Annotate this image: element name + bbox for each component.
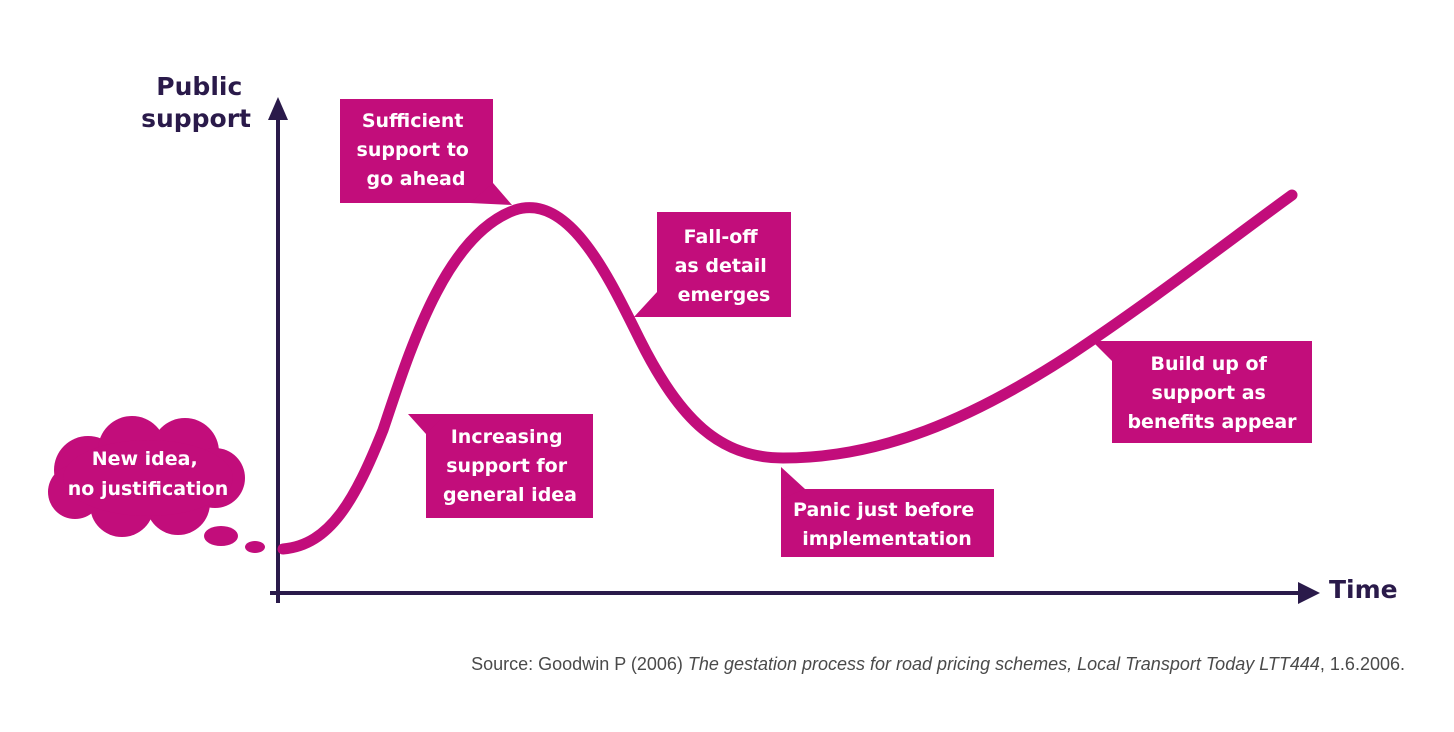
callout-line: Build up of [1151,353,1268,375]
callout-pointer [634,292,657,317]
y-axis-arrowhead [268,97,288,120]
callout-line: support for [446,455,567,477]
callout-pointer [408,414,446,434]
callout-box [781,489,994,557]
callout-new-idea-text: New idea, no justification [68,448,228,500]
support-curve [277,189,1298,555]
callout-line: go ahead [367,168,466,190]
source-citation: Source: Goodwin P (2006) The gestation p… [471,654,1405,675]
x-axis-title: Time [1329,575,1398,604]
callout-fall-off-text: Fall-off as detail emerges [675,226,774,306]
callout-line: implementation [802,528,972,550]
y-axis-title-line: Public [156,72,242,101]
callout-line: no justification [68,478,228,500]
callout-line: Panic just before [793,499,974,521]
callout-new-idea: New idea, no justification [48,416,265,553]
source-suffix: , 1.6.2006. [1319,654,1405,674]
callout-line: as detail [675,255,767,277]
callout-build-up: Build up of support as benefits appear [1092,341,1312,443]
callout-line: Fall-off [684,226,759,248]
callout-pointer [1092,341,1132,361]
callout-pointer [781,467,805,499]
callout-fall-off: Fall-off as detail emerges [634,212,791,317]
callout-pointer [470,183,512,205]
callout-box [657,212,791,317]
callout-panic-text: Panic just before implementation [793,499,981,550]
callout-line: general idea [443,484,577,506]
callout-line: support to [357,139,469,161]
callout-line: benefits appear [1127,411,1297,433]
callout-panic: Panic just before implementation [781,467,994,557]
callout-line: emerges [678,284,771,306]
callout-line: Increasing [451,426,563,448]
callout-increasing-text: Increasing support for general idea [443,426,577,506]
callout-sufficient-text: Sufficient support to go ahead [357,110,476,190]
callout-build-up-text: Build up of support as benefits appear [1127,353,1297,433]
callout-box [1112,341,1312,443]
thought-bubble-dot [204,526,238,546]
callout-line: Sufficient [362,110,464,132]
callout-line: New idea, [92,448,198,470]
source-prefix: Source: Goodwin P (2006) [471,654,688,674]
callout-increasing-support: Increasing support for general idea [408,414,593,518]
y-axis-title: Public support [141,72,251,133]
callout-line: support as [1152,382,1266,404]
source-title: The gestation process for road pricing s… [687,654,1320,674]
callout-box [340,99,493,203]
callout-sufficient-support: Sufficient support to go ahead [340,99,512,205]
axes [268,97,1320,604]
y-axis-title-line: support [141,104,251,133]
thought-bubble-dot [245,541,265,553]
x-axis-arrowhead [1298,582,1320,604]
callout-box [426,414,593,518]
cloud-body [63,440,233,516]
